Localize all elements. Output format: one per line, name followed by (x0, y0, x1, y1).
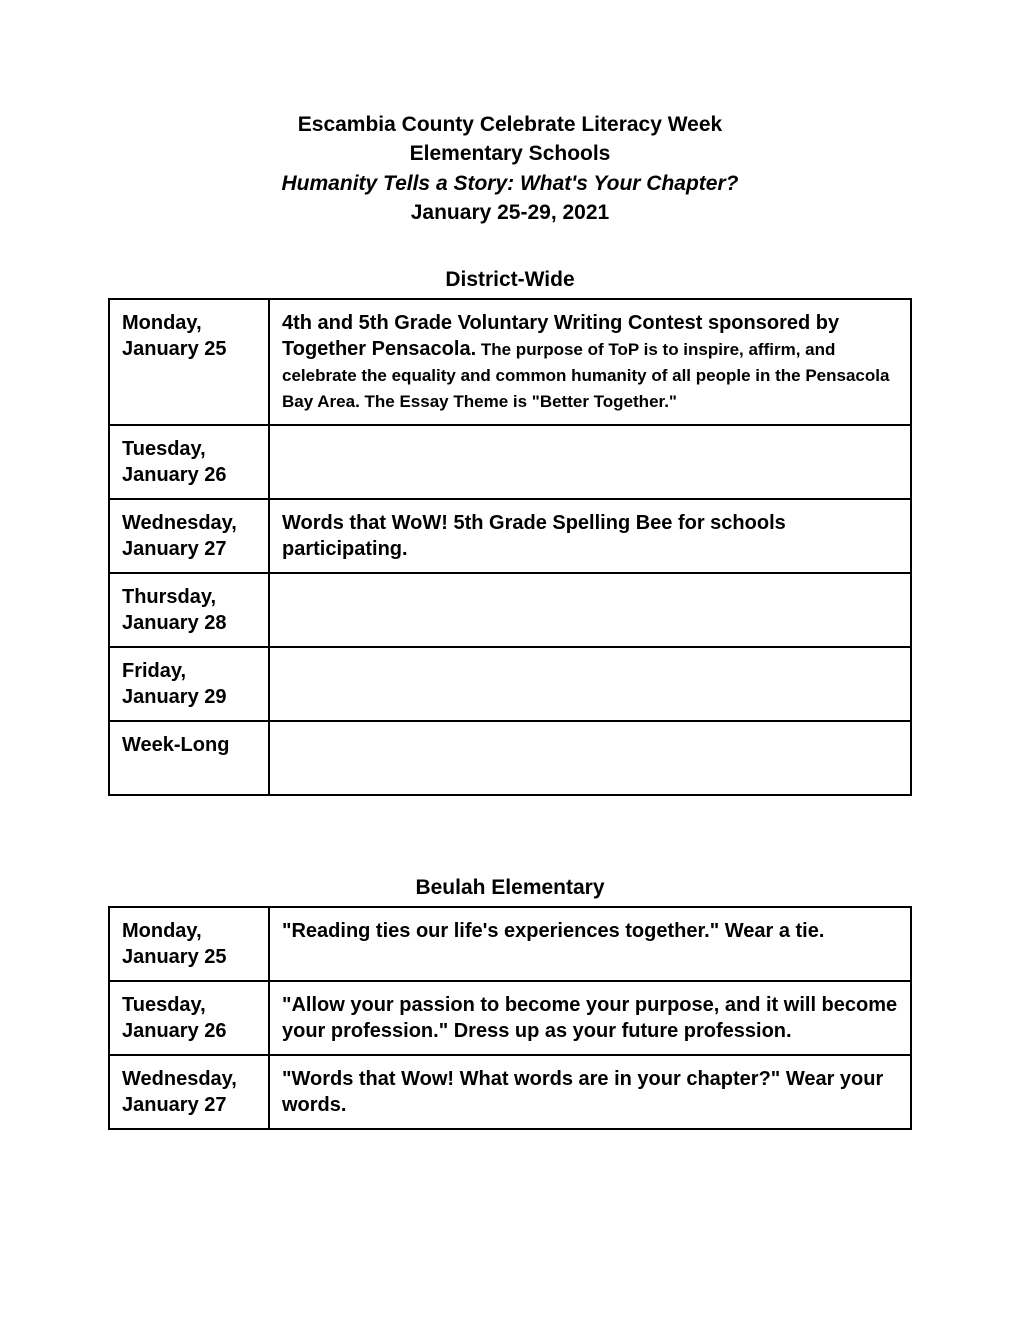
table-row: Wednesday, January 27 "Words that Wow! Wh… (109, 1055, 911, 1129)
table-row: Thursday, January 28 (109, 573, 911, 647)
table-row: Monday, January 254th and 5th Grade Volu… (109, 299, 911, 425)
day-cell: Wednesday, January 27 (109, 499, 269, 573)
table-row: Friday, January 29 (109, 647, 911, 721)
day-cell: Wednesday, January 27 (109, 1055, 269, 1129)
content-cell: Words that WoW! 5th Grade Spelling Bee f… (269, 499, 911, 573)
table-row: Monday, January 25 "Reading ties our life… (109, 907, 911, 981)
day-cell: Thursday, January 28 (109, 573, 269, 647)
day-cell: Monday, January 25 (109, 299, 269, 425)
content-bold-text: "Words that Wow! What words are in your … (282, 1068, 883, 1116)
day-cell: Tuesday, January 26 (109, 425, 269, 499)
empty-content (282, 658, 898, 710)
content-bold-text: "Reading ties our life's experiences tog… (282, 920, 824, 942)
table-row: Tuesday, January 26 (109, 425, 911, 499)
header-line-3: Humanity Tells a Story: What's Your Chap… (108, 169, 912, 198)
content-cell (269, 647, 911, 721)
empty-content (282, 436, 898, 488)
content-bold-text: "Allow your passion to become your purpo… (282, 994, 897, 1042)
header-line-1: Escambia County Celebrate Literacy Week (108, 110, 912, 139)
document-header: Escambia County Celebrate Literacy Week … (108, 110, 912, 228)
content-bold-text: Words that WoW! 5th Grade Spelling Bee f… (282, 512, 786, 560)
table-row: Tuesday, January 26 "Allow your passion t… (109, 981, 911, 1055)
header-line-2: Elementary Schools (108, 139, 912, 168)
sections-container: District-WideMonday, January 254th and 5… (108, 268, 912, 1130)
schedule-table: Monday, January 254th and 5th Grade Volu… (108, 298, 912, 796)
table-row: Wednesday, January 27 Words that WoW! 5th… (109, 499, 911, 573)
schedule-table: Monday, January 25 "Reading ties our life… (108, 906, 912, 1130)
content-cell: "Reading ties our life's experiences tog… (269, 907, 911, 981)
empty-content (282, 732, 898, 784)
content-cell (269, 573, 911, 647)
content-cell: "Words that Wow! What words are in your … (269, 1055, 911, 1129)
empty-content (282, 584, 898, 636)
content-cell (269, 425, 911, 499)
day-cell: Monday, January 25 (109, 907, 269, 981)
content-cell: "Allow your passion to become your purpo… (269, 981, 911, 1055)
table-row: Week-Long (109, 721, 911, 795)
header-line-4: January 25-29, 2021 (108, 198, 912, 227)
content-cell (269, 721, 911, 795)
section-title: Beulah Elementary (108, 876, 912, 900)
day-cell: Friday, January 29 (109, 647, 269, 721)
section-title: District-Wide (108, 268, 912, 292)
day-cell: Tuesday, January 26 (109, 981, 269, 1055)
day-cell: Week-Long (109, 721, 269, 795)
content-cell: 4th and 5th Grade Voluntary Writing Cont… (269, 299, 911, 425)
